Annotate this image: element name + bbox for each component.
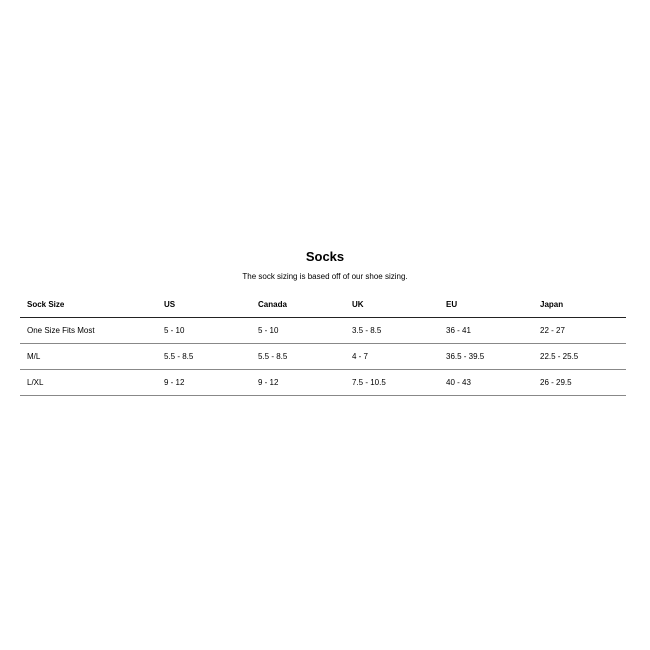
column-header: Canada bbox=[251, 292, 345, 318]
table-cell: 5.5 - 8.5 bbox=[157, 343, 251, 370]
page-title: Socks bbox=[305, 249, 345, 264]
table-cell: 22 - 27 bbox=[533, 317, 626, 344]
size-chart-table: Sock Size US Canada UK EU Japan One Size Fits… bbox=[20, 292, 626, 396]
table-cell: 36 - 41 bbox=[439, 317, 533, 344]
table-cell: L/XL bbox=[20, 369, 157, 396]
table-cell: M/L bbox=[20, 343, 157, 370]
table-cell: 5.5 - 8.5 bbox=[251, 343, 345, 370]
table-cell: 5 - 10 bbox=[157, 317, 251, 344]
column-header: UK bbox=[345, 292, 439, 318]
table-cell: 22.5 - 25.5 bbox=[533, 343, 626, 370]
column-header: Sock Size bbox=[20, 292, 157, 318]
column-header: US bbox=[157, 292, 251, 318]
table-cell: 40 - 43 bbox=[439, 369, 533, 396]
table-cell: 26 - 29.5 bbox=[533, 369, 626, 396]
table-cell: 7.5 - 10.5 bbox=[345, 369, 439, 396]
table-cell: One Size Fits Most bbox=[20, 317, 157, 344]
table-cell: 36.5 - 39.5 bbox=[439, 343, 533, 370]
table-cell: 5 - 10 bbox=[251, 317, 345, 344]
table-row: One Size Fits Most 5 - 10 5 - 10 3.5 - 8.5 3… bbox=[20, 317, 626, 344]
column-header: Japan bbox=[533, 292, 626, 318]
table-cell: 9 - 12 bbox=[157, 369, 251, 396]
table-header-row: Sock Size US Canada UK EU Japan bbox=[20, 292, 626, 318]
table-cell: 9 - 12 bbox=[251, 369, 345, 396]
table-cell: 4 - 7 bbox=[345, 343, 439, 370]
column-header: EU bbox=[439, 292, 533, 318]
page-subtitle: The sock sizing is based off of our shoe… bbox=[242, 272, 408, 281]
table-row: M/L 5.5 - 8.5 5.5 - 8.5 4 - 7 36.5 - 39.5 22.… bbox=[20, 343, 626, 370]
table-cell: 3.5 - 8.5 bbox=[345, 317, 439, 344]
table-row: L/XL 9 - 12 9 - 12 7.5 - 10.5 40 - 43 26 - 29… bbox=[20, 369, 626, 396]
